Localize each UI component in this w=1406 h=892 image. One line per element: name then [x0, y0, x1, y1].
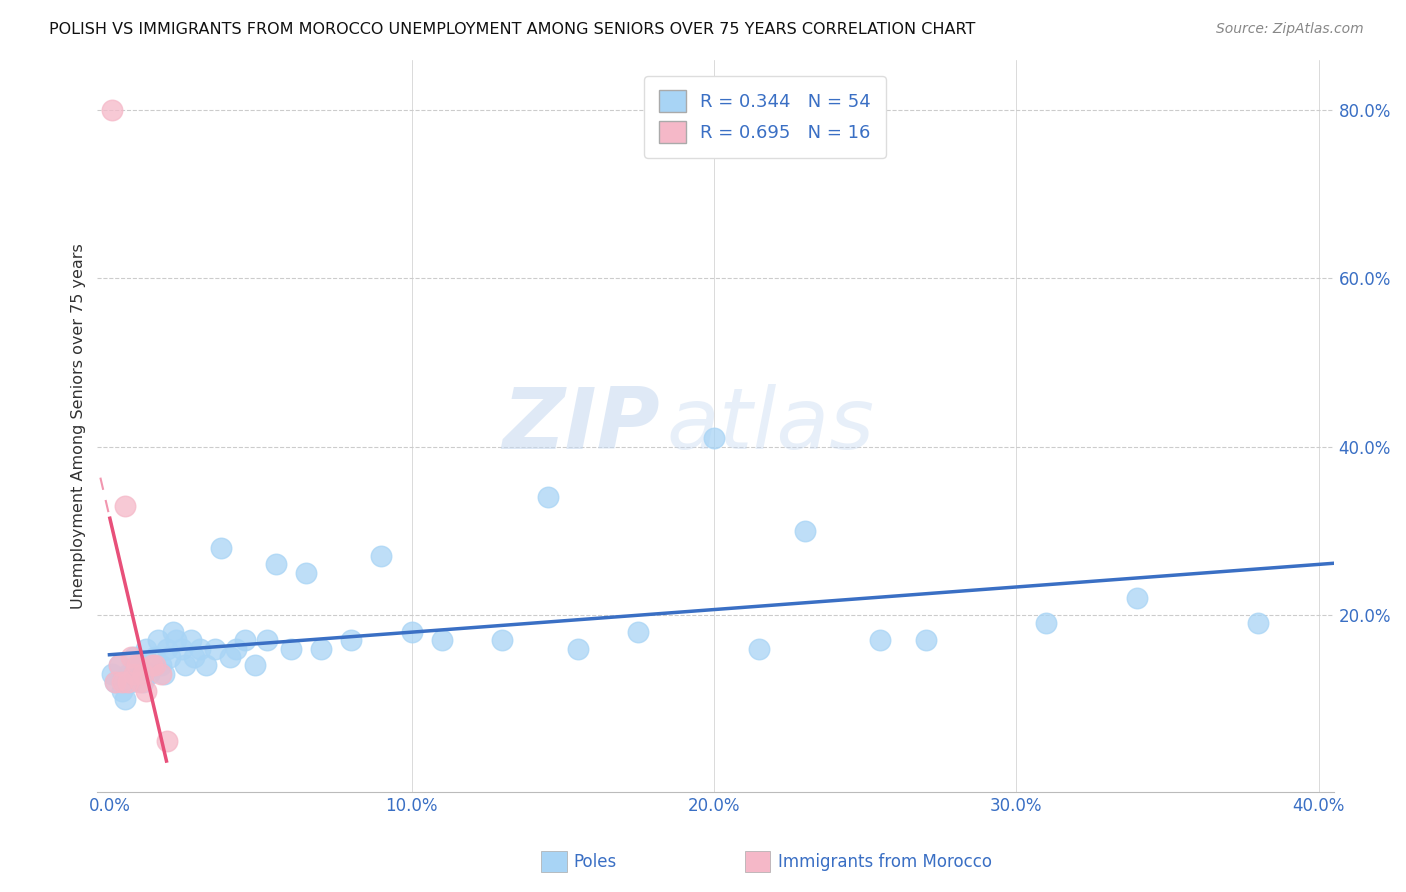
Point [195, 658, 218, 673]
Point [370, 549, 392, 563]
Point [135, 683, 157, 698]
Point [114, 499, 136, 513]
Point [183, 650, 205, 665]
Point [120, 650, 142, 665]
Point [188, 641, 211, 656]
Point [491, 633, 513, 648]
Point [235, 633, 257, 648]
Point [243, 658, 266, 673]
Point [280, 641, 302, 656]
Point [256, 633, 278, 648]
Point [793, 524, 815, 538]
Point [141, 658, 163, 673]
Point [430, 633, 453, 648]
Point [107, 658, 129, 673]
Point [703, 431, 725, 445]
Y-axis label: Unemployment Among Seniors over 75 years: Unemployment Among Seniors over 75 years [72, 243, 86, 608]
Text: POLISH VS IMMIGRANTS FROM MOROCCO UNEMPLOYMENT AMONG SENIORS OVER 75 YEARS CORRE: POLISH VS IMMIGRANTS FROM MOROCCO UNEMPL… [49, 22, 976, 37]
Point [128, 658, 150, 673]
Point [156, 734, 179, 748]
Point [153, 666, 176, 681]
Point [401, 624, 423, 639]
Point [159, 650, 181, 665]
Point [122, 666, 145, 681]
Point [101, 666, 124, 681]
Text: Source: ZipAtlas.com: Source: ZipAtlas.com [1216, 22, 1364, 37]
Point [225, 641, 247, 656]
Point [219, 650, 242, 665]
Point [162, 624, 184, 639]
Point [264, 558, 287, 572]
Point [122, 650, 145, 665]
Text: Immigrants from Morocco: Immigrants from Morocco [778, 853, 991, 871]
Point [1126, 591, 1149, 606]
Point [180, 633, 202, 648]
Point [340, 633, 363, 648]
Point [104, 675, 127, 690]
Point [149, 666, 172, 681]
Point [104, 675, 127, 690]
Point [309, 641, 332, 656]
Point [107, 658, 129, 673]
Point [627, 624, 650, 639]
Point [209, 541, 232, 555]
Point [125, 666, 148, 681]
Point [143, 650, 166, 665]
Point [125, 658, 148, 673]
Point [204, 641, 226, 656]
Point [170, 641, 193, 656]
Point [131, 666, 153, 681]
Point [748, 641, 770, 656]
Point [146, 633, 169, 648]
Point [128, 675, 150, 690]
Point [110, 675, 132, 690]
Point [131, 675, 153, 690]
Point [117, 675, 139, 690]
Point [101, 103, 124, 117]
Point [143, 658, 166, 673]
Text: ZIP: ZIP [502, 384, 659, 467]
Point [117, 666, 139, 681]
Point [149, 658, 172, 673]
Text: atlas: atlas [666, 384, 875, 467]
Point [120, 675, 142, 690]
Point [138, 666, 160, 681]
Point [135, 641, 157, 656]
Point [914, 633, 936, 648]
Point [567, 641, 589, 656]
Point [174, 658, 197, 673]
Point [1247, 616, 1270, 631]
Point [295, 566, 318, 580]
Point [156, 641, 179, 656]
Point [1035, 616, 1057, 631]
Point [537, 490, 560, 504]
Point [114, 692, 136, 706]
Legend: R = 0.344   N = 54, R = 0.695   N = 16: R = 0.344 N = 54, R = 0.695 N = 16 [644, 76, 886, 158]
Point [869, 633, 891, 648]
Point [165, 633, 187, 648]
Text: Poles: Poles [574, 853, 617, 871]
Point [110, 683, 132, 698]
